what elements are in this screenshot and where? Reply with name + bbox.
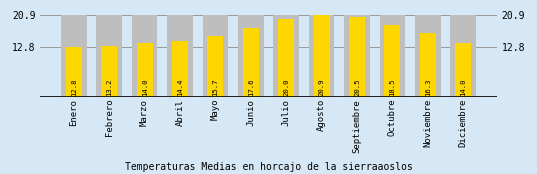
- Text: Temperaturas Medias en horcajo de la sierraaoslos: Temperaturas Medias en horcajo de la sie…: [125, 162, 412, 172]
- Bar: [61, 15, 86, 97]
- Bar: [278, 19, 294, 97]
- Bar: [243, 28, 259, 97]
- Bar: [167, 15, 193, 97]
- Text: 15.7: 15.7: [213, 79, 219, 96]
- Text: 13.2: 13.2: [106, 79, 112, 96]
- Bar: [380, 15, 405, 97]
- Bar: [97, 15, 122, 97]
- Text: 14.0: 14.0: [142, 79, 148, 96]
- Bar: [202, 15, 228, 97]
- Bar: [314, 15, 330, 97]
- Bar: [344, 15, 370, 97]
- Bar: [132, 15, 157, 97]
- Bar: [101, 46, 117, 97]
- Bar: [273, 15, 299, 97]
- Bar: [451, 15, 476, 97]
- Text: 12.8: 12.8: [71, 79, 77, 96]
- Bar: [207, 36, 223, 97]
- Text: 14.4: 14.4: [177, 79, 183, 96]
- Text: 20.9: 20.9: [318, 79, 324, 96]
- Text: 20.5: 20.5: [354, 79, 360, 96]
- Bar: [384, 25, 401, 97]
- Bar: [238, 15, 264, 97]
- Bar: [136, 42, 153, 97]
- Text: 17.6: 17.6: [248, 79, 254, 96]
- Bar: [420, 33, 436, 97]
- Text: 18.5: 18.5: [389, 79, 395, 96]
- Text: 20.0: 20.0: [283, 79, 289, 96]
- Bar: [455, 42, 471, 97]
- Bar: [415, 15, 440, 97]
- Bar: [66, 47, 82, 97]
- Text: 16.3: 16.3: [425, 79, 431, 96]
- Bar: [172, 41, 188, 97]
- Bar: [349, 17, 365, 97]
- Bar: [309, 15, 335, 97]
- Text: 14.0: 14.0: [460, 79, 466, 96]
